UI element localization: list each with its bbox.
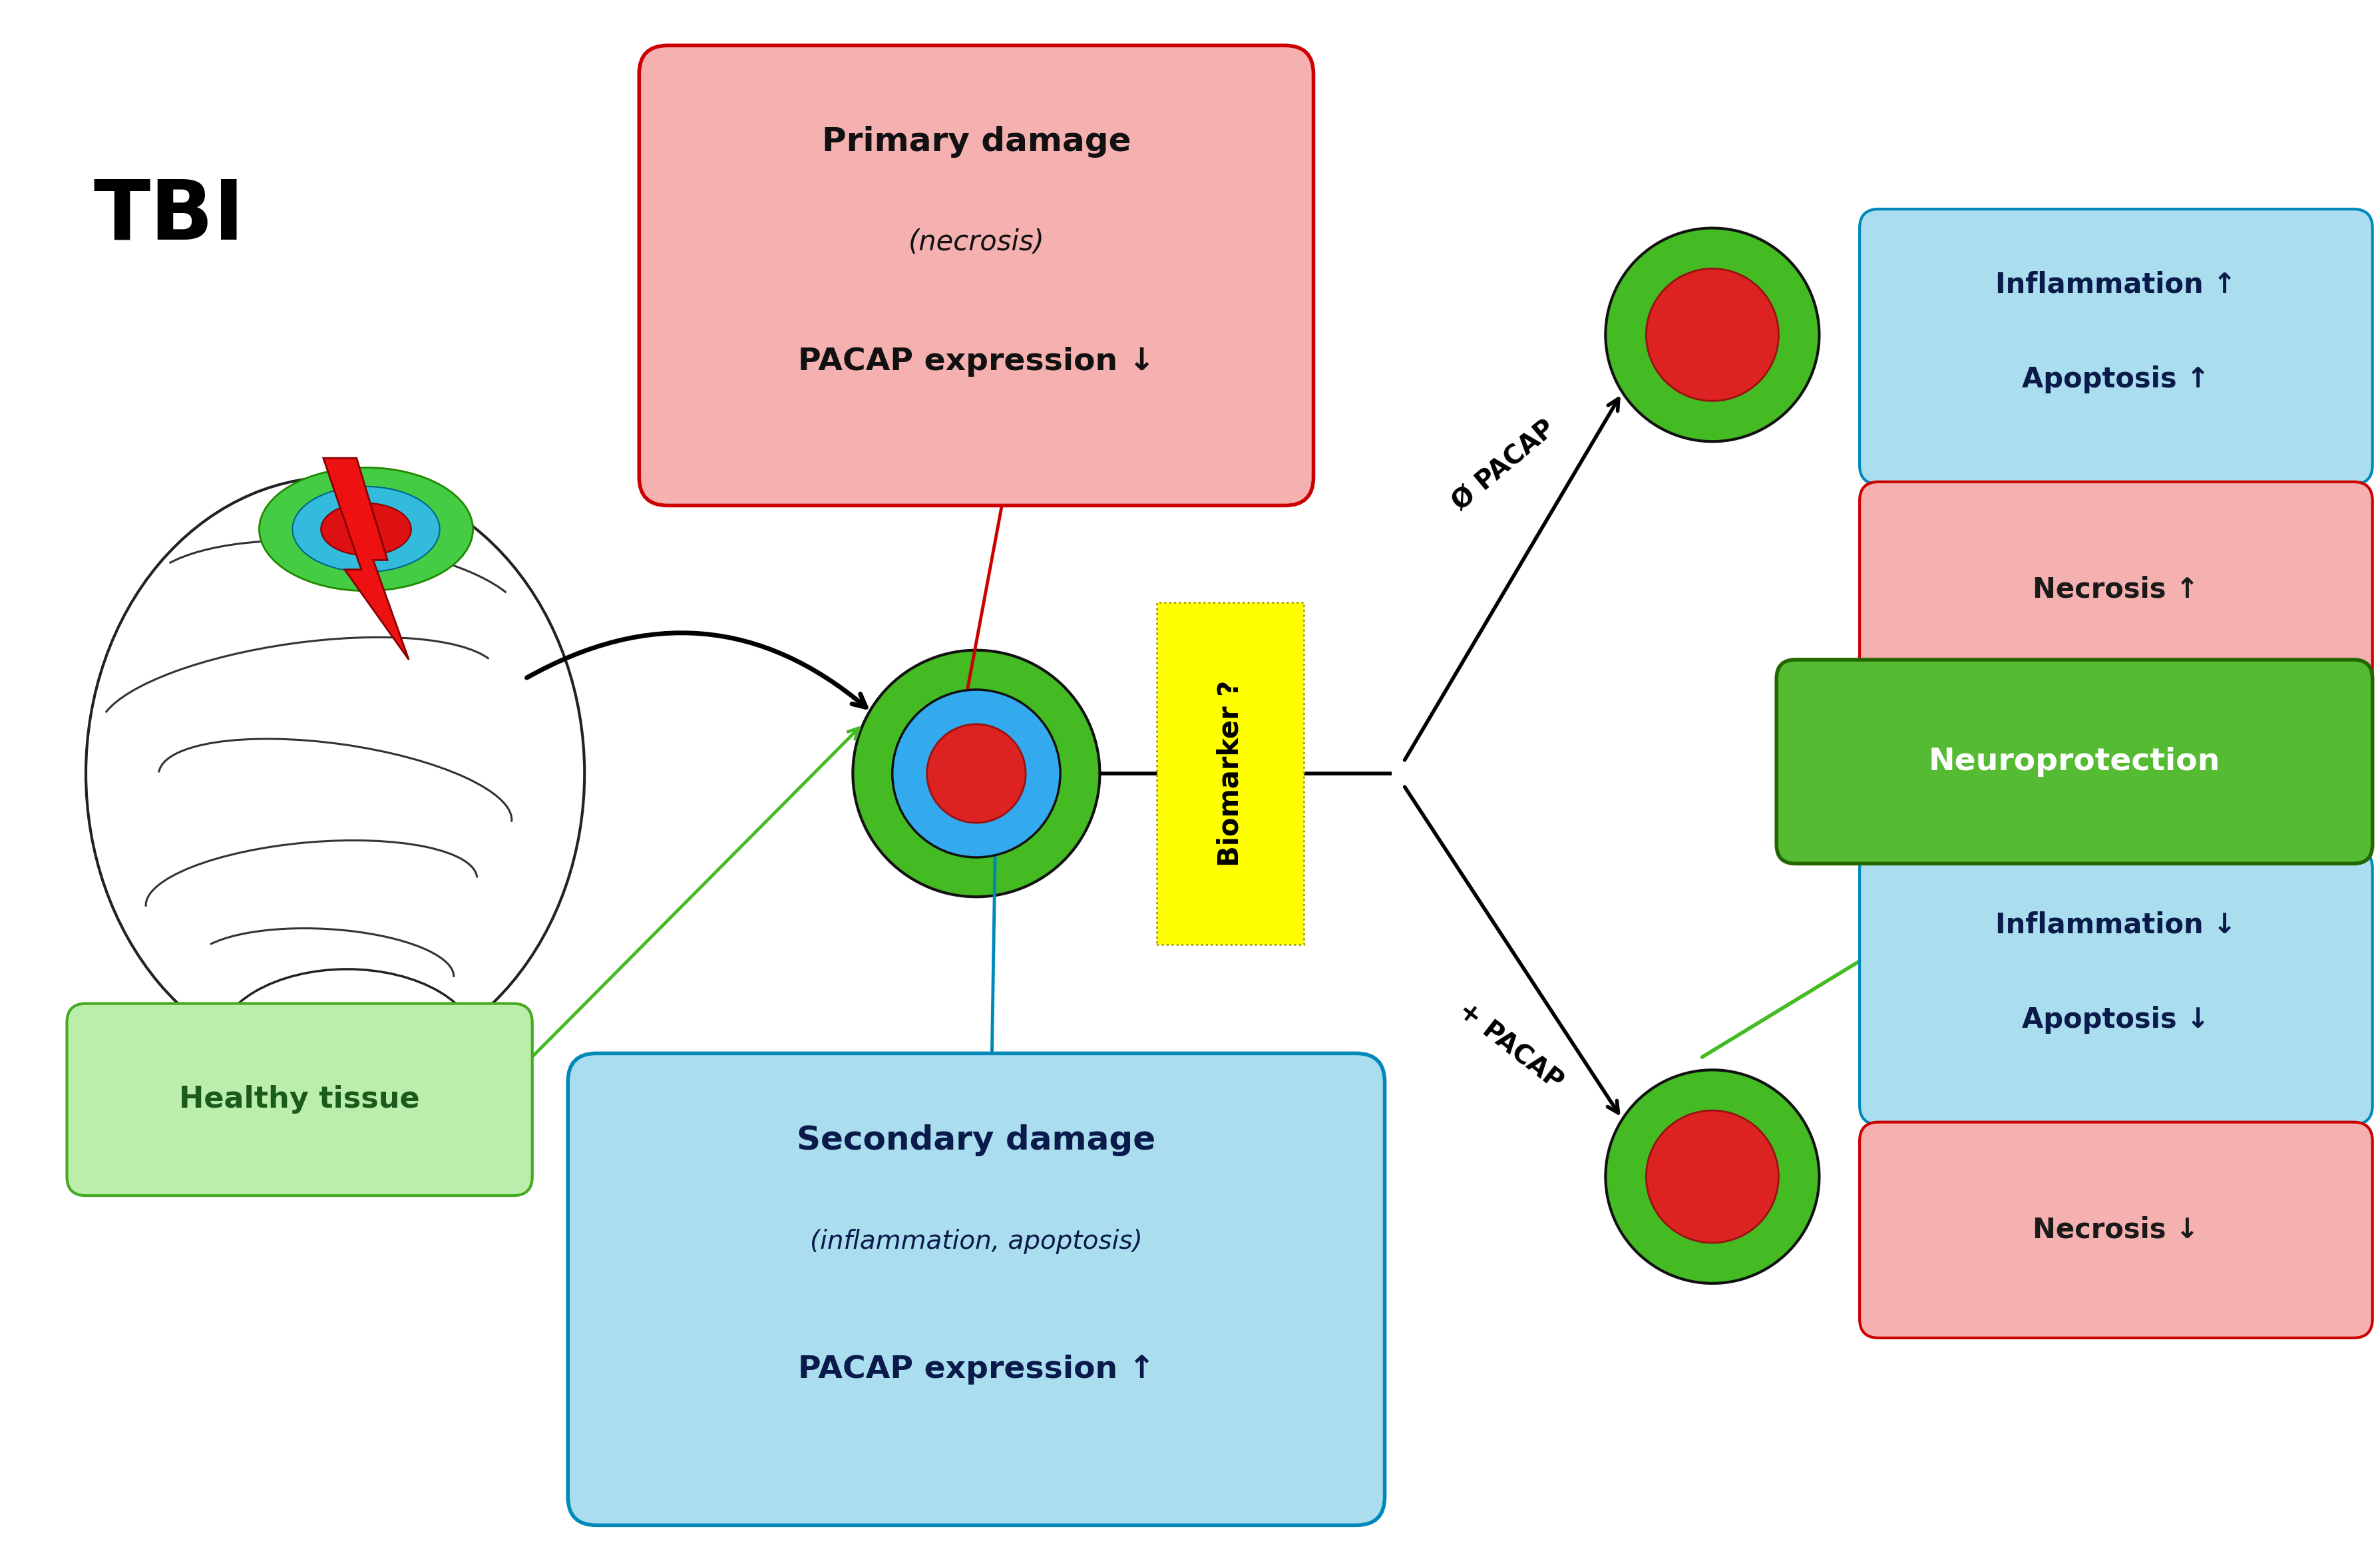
Text: Biomarker ?: Biomarker ? — [1216, 681, 1245, 866]
Circle shape — [892, 690, 1059, 857]
FancyBboxPatch shape — [1859, 849, 2373, 1125]
Text: Inflammation ↑: Inflammation ↑ — [1994, 271, 2237, 299]
Circle shape — [1606, 1071, 1818, 1284]
Text: Apoptosis ↑: Apoptosis ↑ — [2023, 365, 2211, 393]
Text: PACAP expression ↓: PACAP expression ↓ — [797, 347, 1154, 376]
Text: Neuroprotection: Neuroprotection — [1928, 747, 2221, 777]
Text: Apoptosis ↓: Apoptosis ↓ — [2023, 1006, 2211, 1033]
Text: TBI: TBI — [93, 176, 245, 257]
Circle shape — [1606, 227, 1818, 441]
FancyBboxPatch shape — [640, 45, 1314, 506]
Text: Necrosis ↓: Necrosis ↓ — [2033, 1216, 2199, 1244]
Text: Secondary damage: Secondary damage — [797, 1125, 1157, 1157]
Text: (necrosis): (necrosis) — [909, 227, 1045, 255]
Ellipse shape — [217, 968, 478, 1123]
FancyBboxPatch shape — [1775, 659, 2373, 863]
Text: Necrosis ↑: Necrosis ↑ — [2033, 575, 2199, 603]
Ellipse shape — [259, 467, 474, 591]
Text: + PACAP: + PACAP — [1454, 998, 1568, 1095]
FancyBboxPatch shape — [1859, 209, 2373, 484]
Text: PACAP expression ↑: PACAP expression ↑ — [797, 1355, 1154, 1385]
Ellipse shape — [321, 503, 412, 555]
FancyBboxPatch shape — [67, 1004, 533, 1196]
Ellipse shape — [86, 476, 585, 1071]
FancyBboxPatch shape — [569, 1054, 1385, 1525]
Ellipse shape — [293, 487, 440, 572]
Text: (inflammation, apoptosis): (inflammation, apoptosis) — [809, 1228, 1142, 1255]
Text: Inflammation ↓: Inflammation ↓ — [1994, 911, 2237, 939]
Circle shape — [852, 650, 1100, 897]
FancyBboxPatch shape — [283, 1054, 364, 1156]
FancyBboxPatch shape — [1859, 1122, 2373, 1338]
Circle shape — [1647, 269, 1778, 401]
FancyBboxPatch shape — [1859, 481, 2373, 698]
Text: Ø PACAP: Ø PACAP — [1447, 415, 1559, 515]
Circle shape — [1647, 1111, 1778, 1242]
Circle shape — [926, 724, 1026, 823]
Polygon shape — [324, 458, 409, 659]
FancyBboxPatch shape — [1157, 603, 1304, 944]
Text: Healthy tissue: Healthy tissue — [178, 1086, 419, 1114]
Text: Primary damage: Primary damage — [821, 127, 1130, 158]
